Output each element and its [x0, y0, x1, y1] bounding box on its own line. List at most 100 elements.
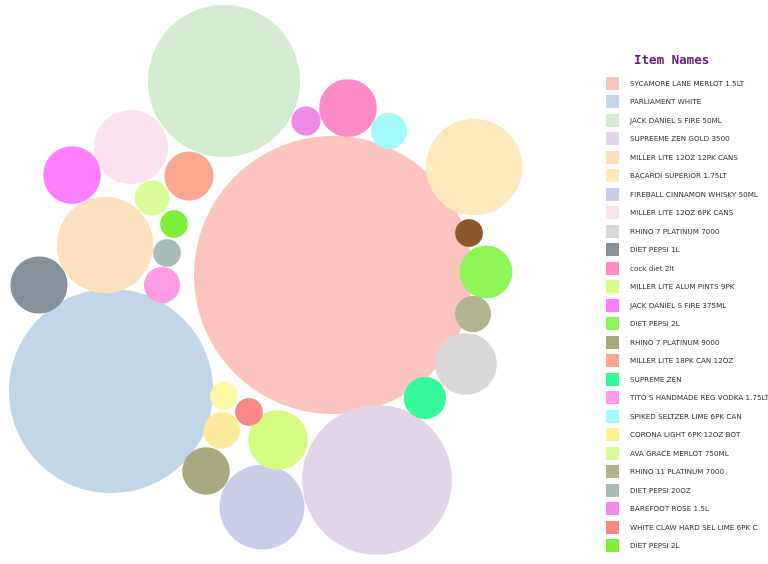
bubble-unlabeled-3[interactable] [203, 413, 239, 449]
legend-label: JACK DANIEL S FIRE 50ML [630, 115, 722, 125]
legend-item[interactable]: MILLER LITE 18PK CAN 12OZ [606, 354, 768, 368]
bubble-white-claw-hard-sel-lime-6pk-c[interactable] [235, 398, 263, 426]
legend-swatch [606, 520, 619, 534]
legend-swatch [606, 354, 619, 367]
legend-item[interactable]: SPIKED SELTZER LIME 6PK CAN [606, 409, 768, 423]
legend-swatch [606, 113, 619, 127]
bubble-miller-lite-18pk-can-12oz[interactable] [164, 151, 214, 201]
legend-item[interactable]: CORONA LIGHT 6PK 12OZ BOT [606, 428, 768, 442]
bubble-miller-lite-alum-pints-9pk[interactable] [248, 410, 308, 470]
legend-item[interactable]: SYCAMORE LANE MERLOT 1.5LT [606, 76, 768, 90]
legend-label: RHINO 11 PLATINUM 7000 [630, 467, 725, 476]
legend-item[interactable]: RHINO 11 PLATINUM 7000 [606, 465, 768, 479]
legend-item[interactable]: DIET PEPSI 20OZ [606, 483, 768, 497]
bubble-unlabeled-2[interactable] [210, 382, 238, 410]
legend-label: DIET PEPSI 20OZ [630, 485, 691, 495]
legend-item[interactable]: DIET PEPSI 1L [606, 243, 768, 257]
bubble-chart [8, 4, 523, 555]
bubble-rhino-7-platinum-7000[interactable] [435, 333, 497, 395]
bubble-barefoot-rose-1-5l[interactable] [291, 106, 321, 136]
bubble-miller-lite-12oz-12pk-cans[interactable] [56, 196, 154, 294]
legend-label: FIREBALL CINNAMON WHISKY 50ML [630, 189, 758, 199]
legend-swatch [606, 317, 619, 330]
legend-swatch [606, 261, 619, 275]
legend-label: DIET PEPSI 1L [630, 245, 680, 254]
bubble-supreeme-zen-gold-3500[interactable] [302, 405, 452, 555]
legend-item[interactable]: MILLER LITE 12OZ 6PK CANS [606, 206, 768, 220]
legend-title: Item Names [634, 52, 710, 67]
legend-label: SUPREME ZEN [630, 374, 682, 384]
legend-label: DIET PEPSI 2L [630, 319, 680, 328]
legend-swatch [606, 243, 619, 256]
legend-item[interactable]: RHINO 7 PLATINUM 7000 [606, 224, 768, 238]
legend-item[interactable]: BACARDI SUPERIOR 1.75LT [606, 169, 768, 183]
bubble-miller-lite-12oz-6pk-cans[interactable] [94, 110, 168, 184]
legend-item[interactable]: DIET PEPSI 2L [606, 539, 768, 553]
legend-label: BACARDI SUPERIOR 1.75LT [630, 171, 727, 180]
legend-item[interactable]: WHITE CLAW HARD SEL LIME 6PK C [606, 520, 768, 534]
legend-label: CORONA LIGHT 6PK 12OZ BOT [630, 430, 741, 439]
bubble-sycamore-lane-merlot-1-5lt[interactable] [194, 136, 472, 414]
legend-item[interactable]: BAREFOOT ROSE 1.5L [606, 502, 768, 516]
legend-item[interactable]: AVA GRACE MERLOT 750ML [606, 446, 768, 460]
legend-label: AVA GRACE MERLOT 750ML [630, 448, 729, 458]
legend-swatch [606, 95, 619, 108]
legend-label: cock diet 2lt [630, 263, 675, 273]
bubble-diet-pepsi-20oz[interactable] [153, 239, 181, 267]
bubble-jack-daniel-s-fire-375ml[interactable] [43, 146, 101, 204]
legend-item[interactable]: MILLER LITE 12OZ 12PK CANS [606, 150, 768, 164]
legend-item[interactable]: DIET PEPSI 2L [606, 317, 768, 331]
bubble-rhino-7-platinum-9000[interactable] [182, 447, 230, 495]
legend-swatch [606, 539, 619, 552]
legend-swatch [606, 224, 619, 238]
legend-swatch [606, 335, 619, 349]
legend-swatch [606, 483, 619, 497]
bubble-parliament-white[interactable] [8, 288, 214, 494]
bubble-diet-pepsi-2l[interactable] [459, 245, 513, 299]
bubble-spiked-seltzer-lime-6pk-can[interactable] [370, 112, 408, 150]
legend-item[interactable]: JACK DANIEL S FIRE 375ML [606, 298, 768, 312]
legend-label: MILLER LITE 12OZ 6PK CANS [630, 208, 734, 217]
legend-label: RHINO 7 PLATINUM 9000 [630, 337, 720, 347]
legend-label: WHITE CLAW HARD SEL LIME 6PK C [630, 522, 758, 532]
legend-swatch [606, 76, 619, 90]
legend-swatch [606, 169, 619, 182]
legend-label: MILLER LITE ALUM PINTS 9PK [630, 282, 735, 291]
bubble-diet-pepsi-1l[interactable] [10, 256, 68, 314]
bubble-diet-pepsi-2l[interactable] [160, 210, 188, 238]
legend-label: MILLER LITE 12OZ 12PK CANS [630, 152, 738, 162]
legend-item[interactable]: RHINO 7 PLATINUM 9000 [606, 335, 768, 349]
legend-item[interactable]: SUPREEME ZEN GOLD 3500 [606, 132, 768, 146]
legend-item[interactable]: PARLIAMENT WHITE [606, 95, 768, 109]
legend-swatch [606, 150, 619, 164]
bubble-ava-grace-merlot-750ml[interactable] [134, 180, 170, 216]
legend: Item Names SYCAMORE LANE MERLOT 1.5LT PAR… [600, 0, 768, 560]
legend-swatch [606, 372, 619, 386]
legend-swatch [606, 465, 619, 478]
legend-item[interactable]: FIREBALL CINNAMON WHISKY 50ML [606, 187, 768, 201]
legend-item[interactable]: SUPREME ZEN [606, 372, 768, 386]
legend-swatch [606, 187, 619, 201]
legend-label: MILLER LITE 18PK CAN 12OZ [630, 356, 734, 365]
bubble-fireball-cinnamon-whisky-50ml[interactable] [219, 464, 305, 550]
bubble-tito-s-handmade-reg-vodka-1-75lt[interactable] [143, 266, 181, 304]
legend-item[interactable]: cock diet 2lt [606, 261, 768, 275]
legend-label: PARLIAMENT WHITE [630, 97, 702, 106]
bubble-cock-diet-2lt[interactable] [319, 79, 377, 137]
legend-label: SUPREEME ZEN GOLD 3500 [630, 134, 730, 143]
bubble-bacardi-superior-1-75lt[interactable] [425, 118, 523, 216]
legend-label: JACK DANIEL S FIRE 375ML [630, 300, 727, 310]
legend-label: RHINO 7 PLATINUM 7000 [630, 226, 720, 236]
legend-swatch [606, 391, 619, 404]
legend-label: DIET PEPSI 2L [630, 541, 680, 550]
legend-item[interactable]: MILLER LITE ALUM PINTS 9PK [606, 280, 768, 294]
legend-swatch [606, 132, 619, 145]
legend-item[interactable]: TITO S HANDMADE REG VODKA 1.75LT [606, 391, 768, 405]
bubble-rhino-11-platinum-7000[interactable] [454, 295, 492, 333]
legend-swatch [606, 280, 619, 293]
bubble-supreme-zen[interactable] [403, 376, 447, 420]
bubble-unlabeled-1[interactable] [455, 219, 483, 247]
legend-label: BAREFOOT ROSE 1.5L [630, 504, 709, 513]
legend-item[interactable]: JACK DANIEL S FIRE 50ML [606, 113, 768, 127]
bubble-jack-daniel-s-fire-50ml[interactable] [147, 4, 301, 158]
